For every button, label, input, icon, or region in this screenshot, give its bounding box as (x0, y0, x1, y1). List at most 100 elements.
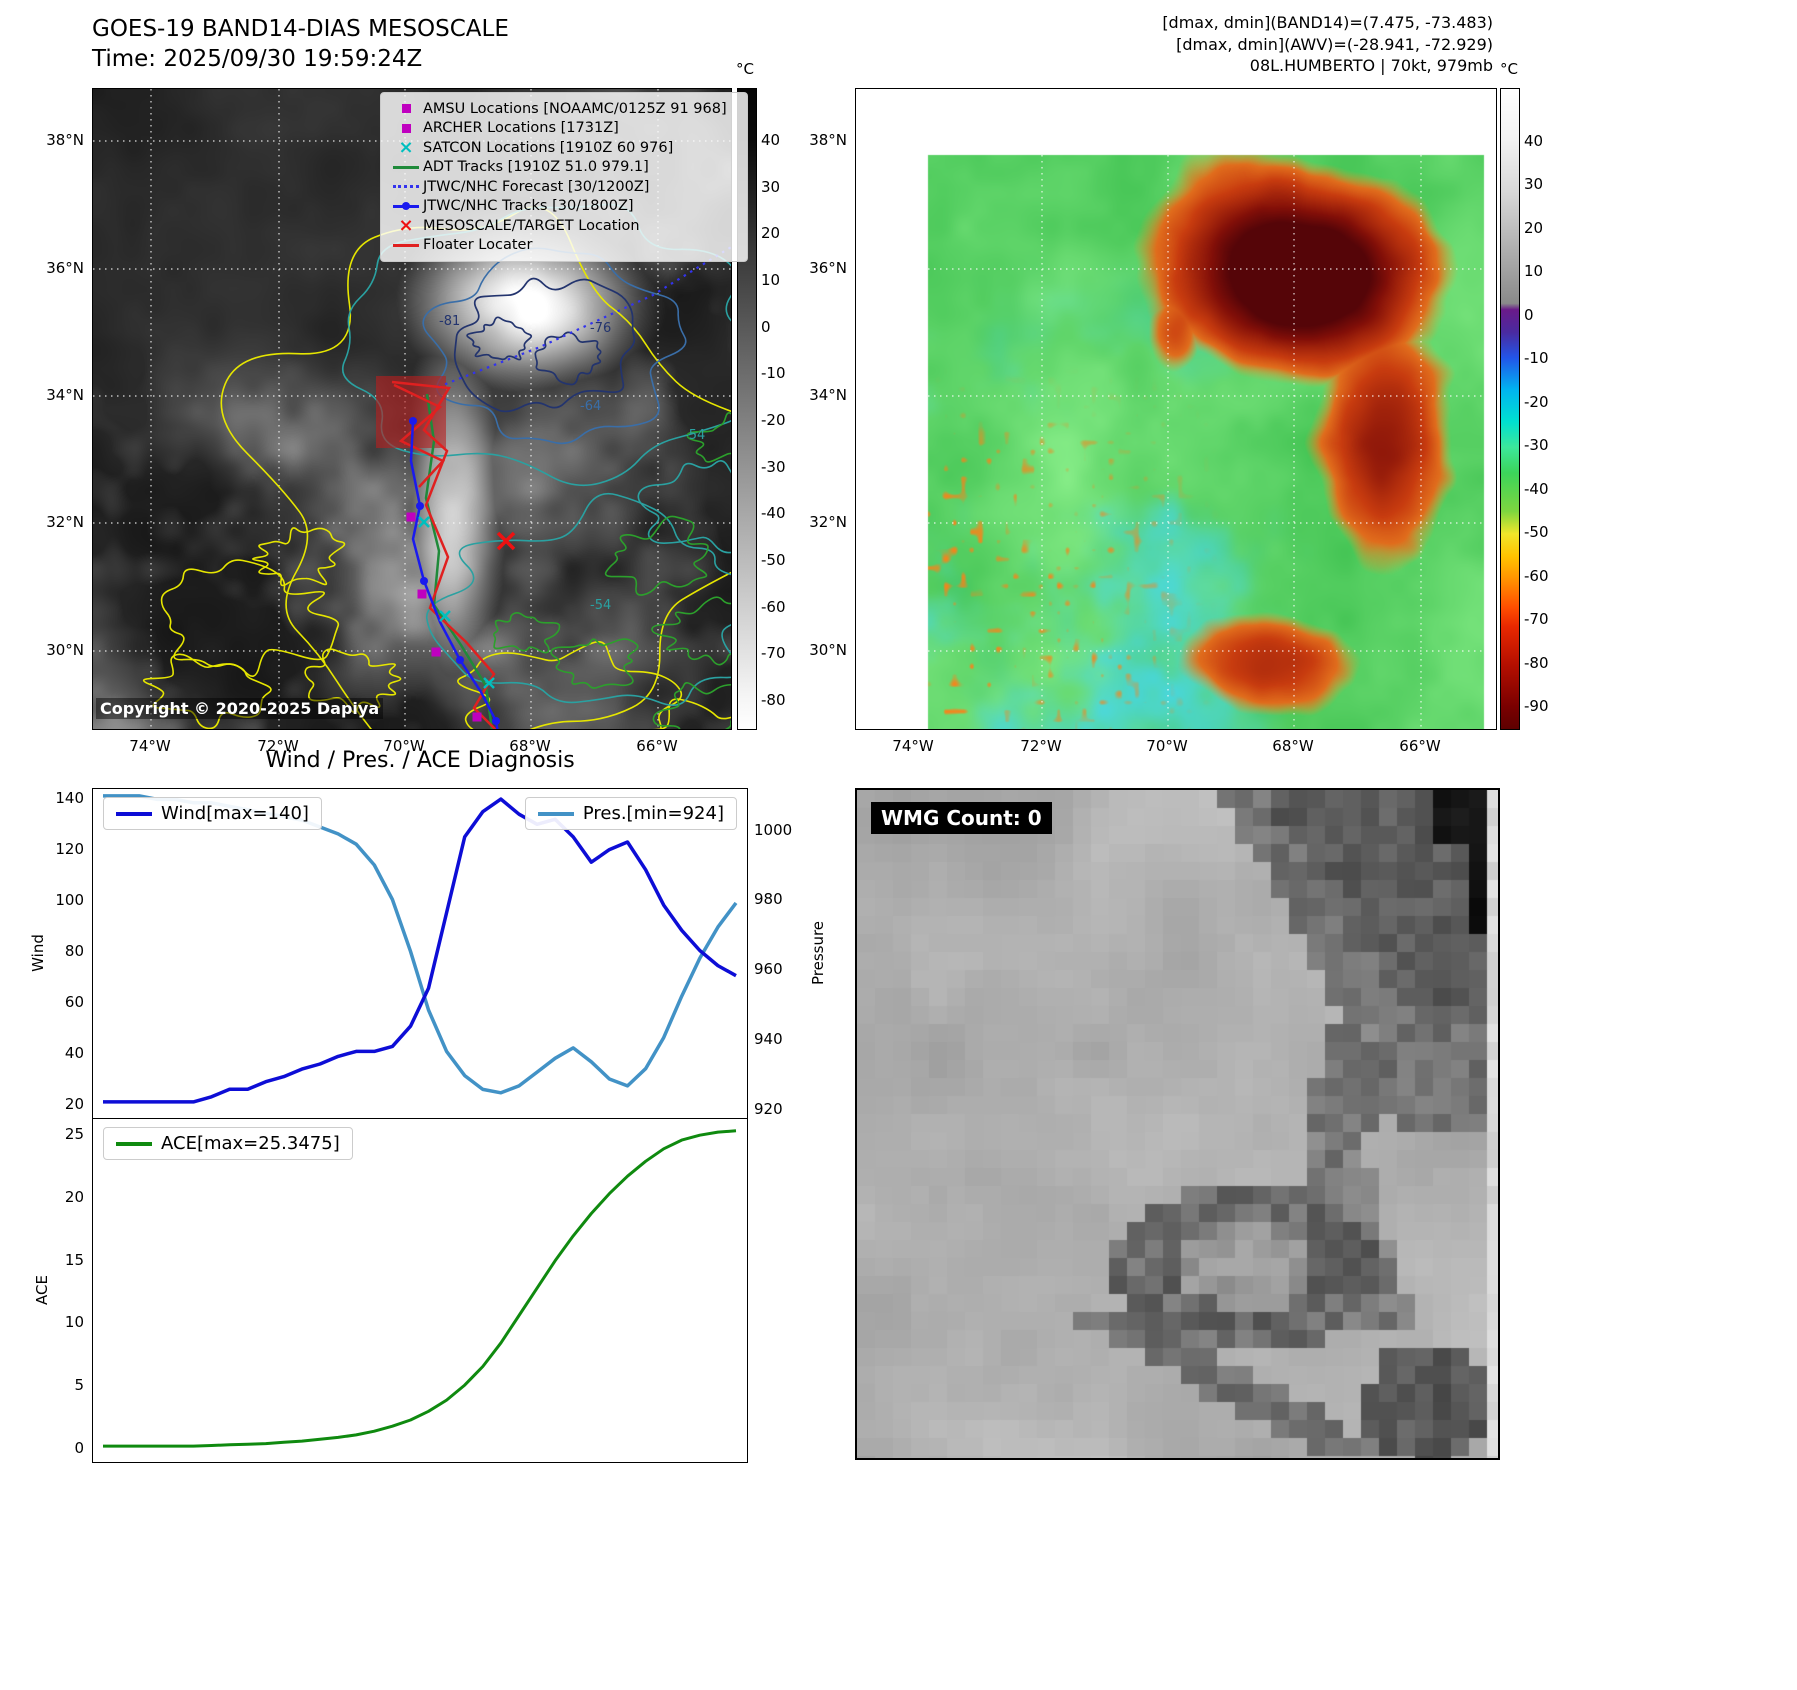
contour-line (426, 492, 731, 707)
satcon-location-marker (439, 610, 451, 622)
legend-item: × MESOSCALE/TARGET Location (389, 215, 739, 237)
contour-label: -64 (580, 399, 601, 414)
contour-label: -76 (590, 321, 611, 336)
lon-tick-label: 74°W (892, 737, 934, 755)
wind-tick-label: 40 (64, 1044, 84, 1062)
target-location-marker (496, 531, 516, 551)
contour-line (142, 653, 272, 729)
colorbar-tick-label: 10 (761, 271, 781, 289)
lat-tick-label: 38°N (46, 131, 84, 149)
lat-tick-label: 30°N (809, 641, 847, 659)
colorbar-tick-label: -80 (761, 691, 786, 709)
ace-tick-label: 20 (64, 1188, 84, 1206)
pressure-legend: Pres.[min=924] (524, 797, 737, 830)
colorbar-tick-label: 30 (1524, 175, 1544, 193)
contour-label: -54 (590, 598, 611, 613)
contour-line (652, 682, 731, 729)
amsu-location-marker (406, 512, 416, 522)
colorbar-tick-label: -20 (761, 411, 786, 429)
storm-status: 08L.HUMBERTO | 70kt, 979mb (1249, 56, 1493, 76)
contour-line (686, 412, 731, 463)
wind-tick-label: 80 (64, 942, 84, 960)
satcon-location-marker (418, 516, 430, 528)
colorbar-tick-label: 40 (1524, 132, 1544, 150)
colorbar-tick-label: 20 (761, 224, 781, 242)
square-legend-marker (389, 104, 423, 114)
amsu-location-marker (431, 647, 441, 657)
wind-tick-label: 140 (55, 789, 84, 807)
lat-tick-label: 34°N (809, 386, 847, 404)
contour-label: -81 (439, 314, 460, 329)
contour-line (466, 316, 533, 361)
legend-item-label: ARCHER Locations [1731Z] (423, 120, 619, 137)
contour-line (457, 640, 683, 729)
lat-tick-label: 32°N (46, 513, 84, 531)
contour-line (637, 460, 731, 554)
legend-item: JTWC/NHC Tracks [30/1800Z] (389, 197, 739, 217)
dmax-dmin-awv: [dmax, dmin](AWV)=(-28.941, -72.929) (1176, 34, 1493, 54)
colorbar-tick-label: -20 (1524, 393, 1549, 411)
jtwc-track-point (456, 656, 464, 664)
jtwc-track-point (409, 417, 417, 425)
colorbar-tick-label: -70 (761, 644, 786, 662)
ace-tick-label: 25 (64, 1125, 84, 1143)
jtwc-forecast-line (437, 245, 731, 389)
pressure-tick-label: 980 (754, 890, 783, 908)
lat-tick-label: 36°N (809, 259, 847, 277)
line-dot-legend-marker (389, 201, 423, 210)
awv-map-canvas (856, 89, 1496, 729)
colorbar-tick-label: -40 (1524, 480, 1549, 498)
lon-tick-label: 66°W (636, 737, 678, 755)
lat-tick-label: 36°N (46, 259, 84, 277)
contour-line (251, 527, 346, 587)
colorbar-tick-label: 30 (761, 178, 781, 196)
wmg-image-canvas (857, 790, 1498, 1458)
wmg-count-badge: WMG Count: 0 (871, 802, 1052, 834)
colorbar-tick-label: -60 (761, 598, 786, 616)
contour-line (493, 612, 561, 654)
wmg-panel: WMG Count: 0 (855, 788, 1500, 1460)
legend-item-label: SATCON Locations [1910Z 60 976] (423, 139, 674, 156)
contour-line (651, 596, 731, 666)
lon-tick-label: 72°W (1020, 737, 1062, 755)
wind-line (103, 797, 737, 1104)
x-legend-marker: × (398, 215, 414, 237)
awv-colorbar (1500, 88, 1520, 730)
awv-overlay (856, 89, 1496, 729)
colorbar-tick-label: -60 (1524, 567, 1549, 585)
contour-line (604, 515, 709, 596)
line-legend-marker (389, 165, 423, 169)
wind-tick-label: 100 (55, 891, 84, 909)
colorbar-tick-label: 40 (761, 131, 781, 149)
lon-tick-label: 66°W (1399, 737, 1441, 755)
dotted-legend-marker (389, 185, 423, 189)
lon-tick-label: 72°W (257, 737, 299, 755)
contour-line (304, 648, 402, 714)
colorbar-tick-label: 0 (1524, 306, 1534, 324)
legend-item-label: JTWC/NHC Forecast [30/1200Z] (423, 178, 650, 195)
colorbar-tick-label: -90 (1524, 697, 1549, 715)
wind-tick-label: 120 (55, 840, 84, 858)
colorbar-tick-label: -80 (1524, 654, 1549, 672)
legend-item: AMSU Locations [NOAAMC/0125Z 91 968] (389, 99, 739, 119)
wind-pressure-chart: Wind[max=140] Pres.[min=924] (92, 788, 748, 1119)
jtwc-track-line (409, 420, 499, 729)
amsu-location-marker (417, 589, 427, 599)
legend-item: × SATCON Locations [1910Z 60 976] (389, 137, 739, 158)
square-legend-marker (389, 123, 423, 133)
pressure-tick-label: 920 (754, 1100, 783, 1118)
legend-item-label: JTWC/NHC Tracks [30/1800Z] (423, 198, 634, 215)
pressure-line-swatch (537, 811, 574, 816)
wind-line-swatch (116, 811, 152, 816)
awv-satellite-map (855, 88, 1497, 730)
legend-item: ARCHER Locations [1731Z] (389, 119, 739, 139)
amsu-location-marker (472, 712, 482, 722)
copyright-label: Copyright © 2020-2025 Dapiya (96, 698, 384, 719)
wind-tick-label: 20 (64, 1095, 84, 1113)
lon-tick-label: 70°W (1146, 737, 1188, 755)
page-title: GOES-19 BAND14-DIAS MESOSCALE (92, 16, 509, 42)
lat-tick-label: 30°N (46, 641, 84, 659)
ace-tick-label: 15 (64, 1251, 84, 1269)
legend-item-label: MESOSCALE/TARGET Location (423, 217, 640, 234)
